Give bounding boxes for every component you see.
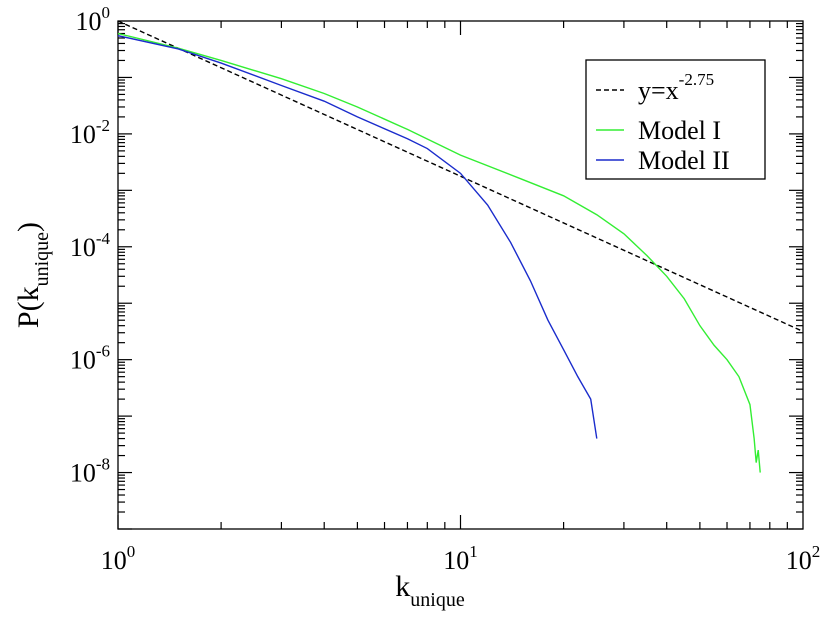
x-axis-label: kunique — [395, 570, 465, 611]
legend-label-1: Model I — [638, 116, 721, 145]
legend-box — [585, 59, 766, 180]
y-tick-label: 10-2 — [70, 116, 110, 149]
legend-label-2: Model II — [638, 146, 730, 175]
series-line-2 — [117, 34, 598, 439]
series-line-0 — [117, 20, 804, 333]
legend-label-0: y=x-2.75 — [638, 70, 714, 105]
series-line-1 — [117, 32, 761, 473]
tick-marks — [117, 21, 803, 530]
y-tick-label: 100 — [76, 3, 111, 36]
x-tick-label: 100 — [101, 542, 136, 575]
y-axis-label: P(kunique) — [12, 222, 53, 328]
series-layer — [117, 20, 804, 473]
x-tick-label: 101 — [443, 542, 478, 575]
x-tick-label: 102 — [786, 542, 821, 575]
y-tick-label: 10-4 — [70, 229, 111, 262]
tick-labels: 100 101 102 100 10-2 10-4 10-6 10-8 — [70, 3, 820, 575]
y-tick-label: 10-6 — [70, 342, 110, 375]
y-tick-label: 10-8 — [70, 455, 110, 488]
